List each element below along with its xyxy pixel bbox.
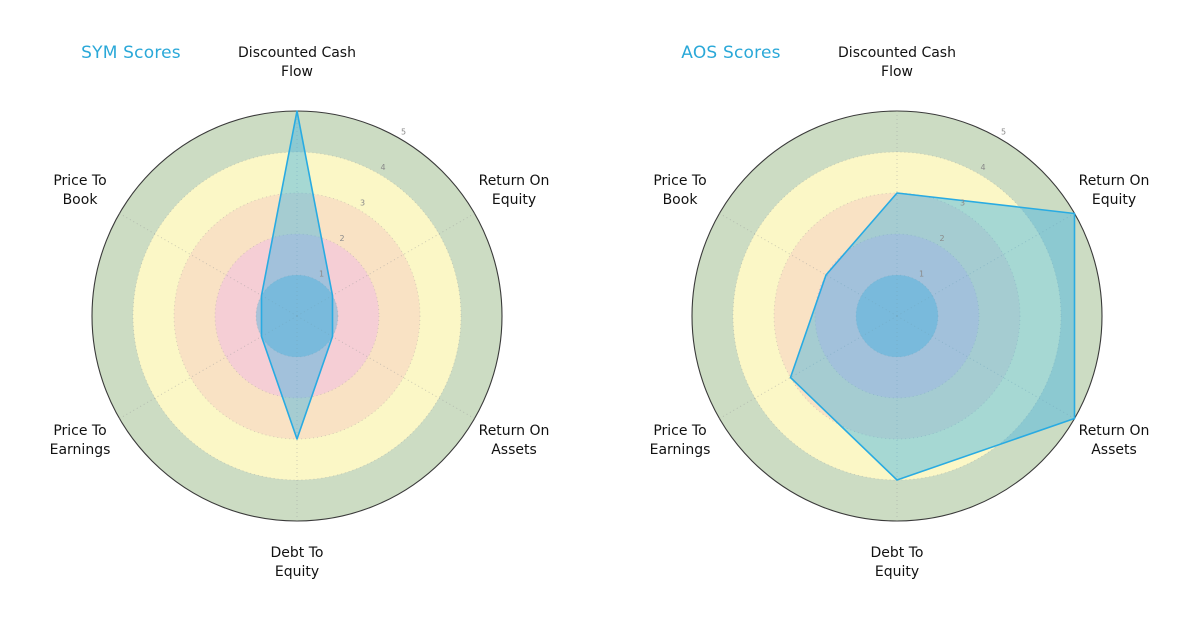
axis-label: Debt To Equity <box>270 545 324 580</box>
radar-chart: 1 2 3 4 5 <box>91 110 503 522</box>
axis-label: Price To Book <box>653 173 707 208</box>
radar-grid-circle <box>214 233 380 399</box>
chart-title-sym: SYM Scores <box>81 43 181 63</box>
axis-label: Discounted Cash Flow <box>238 45 356 80</box>
ring-tick-label: 1 <box>919 270 924 279</box>
radar-grid-circle <box>814 233 980 399</box>
radar-grid-circle <box>173 192 421 440</box>
ring-tick-label: 1 <box>319 270 324 279</box>
axis-label: Price To Book <box>53 173 107 208</box>
axis-label: Discounted Cash Flow <box>838 45 956 80</box>
ring-tick-label: 5 <box>401 128 406 137</box>
ring-tick-label: 3 <box>960 199 965 208</box>
radar-grid-circle <box>773 192 1021 440</box>
ring-tick-label: 2 <box>939 234 944 243</box>
ring-tick-label: 2 <box>339 234 344 243</box>
axis-label: Return On Equity <box>478 173 550 208</box>
ring-tick-label: 4 <box>380 163 385 172</box>
ring-tick-label: 5 <box>1001 128 1006 137</box>
axis-label: Return On Equity <box>1078 173 1150 208</box>
chart-title-aos: AOS Scores <box>681 43 781 63</box>
axis-label: Return On Assets <box>478 423 550 458</box>
radar-chart: 1 2 3 4 5 <box>691 110 1103 522</box>
axis-label: Return On Assets <box>1078 423 1150 458</box>
axis-label: Price To Earnings <box>649 423 711 458</box>
score-polygon <box>260 110 334 440</box>
axis-label: Price To Earnings <box>49 423 111 458</box>
ring-tick-label: 4 <box>980 163 985 172</box>
axis-label: Debt To Equity <box>870 545 924 580</box>
score-polygon <box>789 192 1076 481</box>
ring-tick-label: 3 <box>360 199 365 208</box>
